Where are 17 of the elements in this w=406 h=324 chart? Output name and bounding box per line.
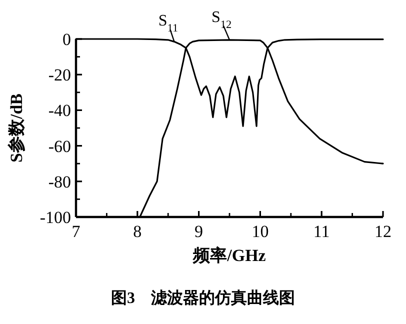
series-label: S$_{12}$ [211, 8, 232, 31]
x-axis-title: 频率/GHz [192, 246, 266, 265]
x-tick-label: 11 [313, 222, 330, 241]
y-tick-label: -40 [48, 101, 71, 120]
x-tick-label: 9 [194, 222, 204, 241]
x-tick-label: 10 [252, 222, 269, 241]
y-tick-label: -20 [48, 66, 71, 85]
y-tick-label: 0 [62, 30, 71, 49]
x-tick-label: 12 [374, 222, 392, 241]
y-tick-label: -60 [48, 136, 71, 156]
caption: 图3 滤波器的仿真曲线图 [111, 289, 295, 307]
x-tick-label: 7 [72, 222, 81, 241]
x-tick-label: 8 [133, 222, 142, 241]
series-label: S$_{11}$ [158, 12, 178, 35]
y-tick-label: -100 [40, 208, 71, 227]
y-tick-label: -80 [48, 172, 71, 192]
y-axis-title: S参数/dB [7, 94, 26, 162]
